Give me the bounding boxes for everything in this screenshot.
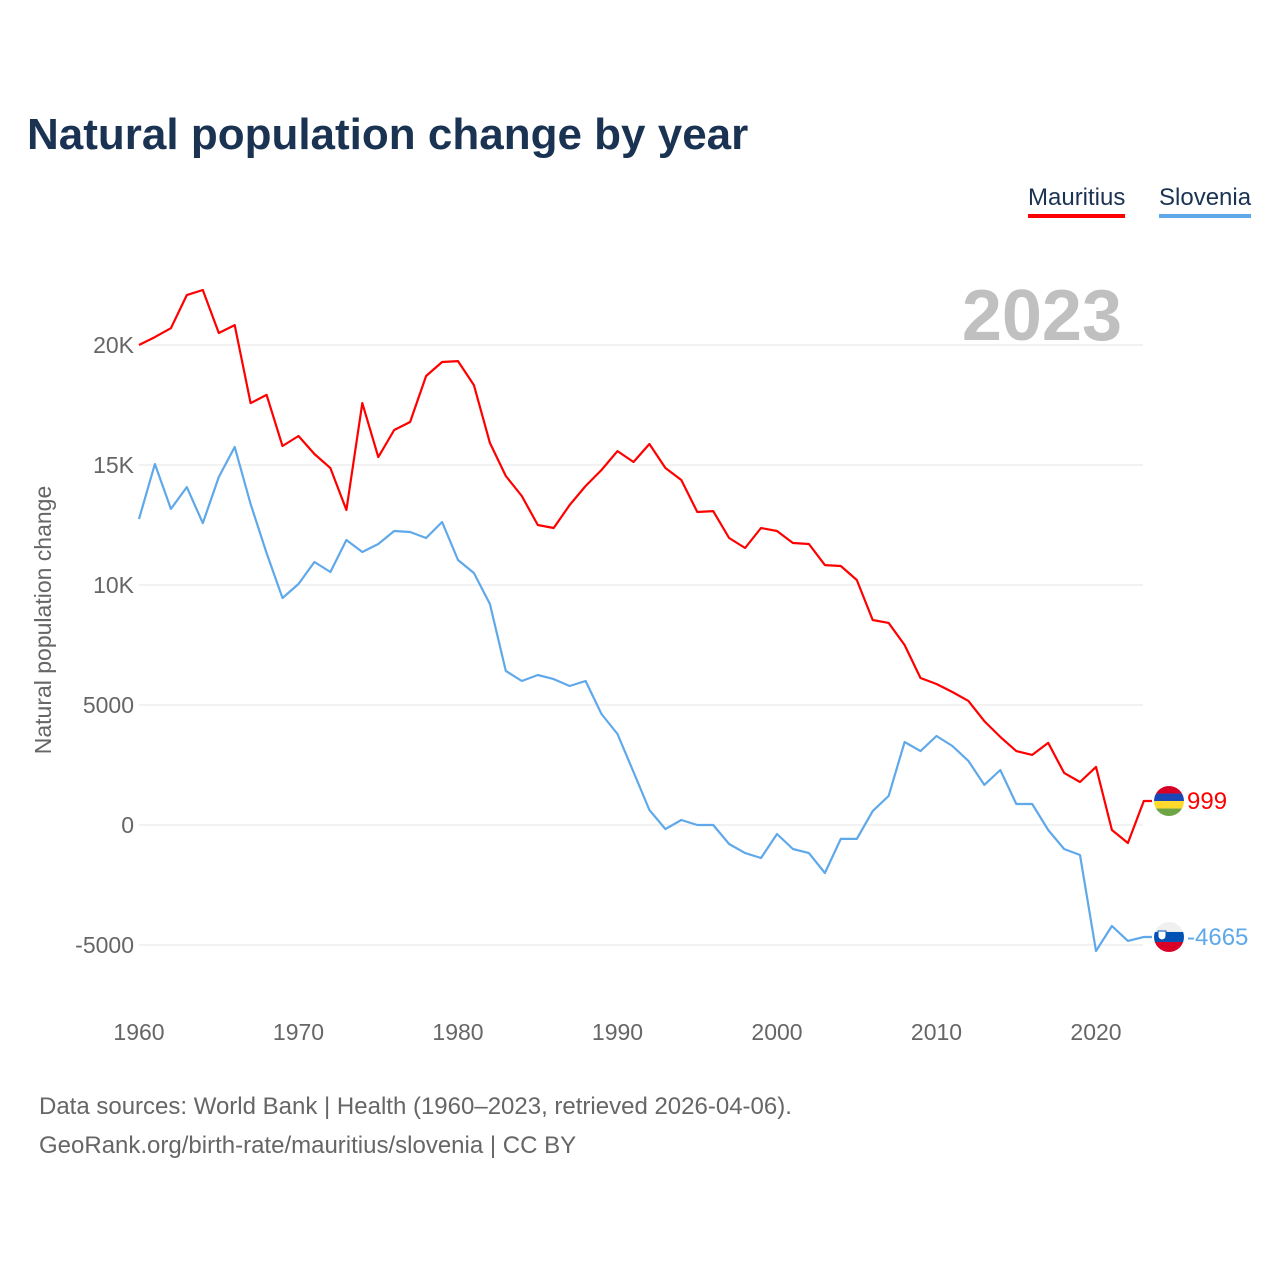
x-tick-label: 2010: [911, 1019, 962, 1045]
end-value-label-slovenia: -4665: [1187, 924, 1248, 951]
y-tick-label: 20K: [93, 332, 135, 358]
end-value-label-mauritius: 999: [1187, 788, 1227, 815]
x-tick-label: 2000: [751, 1019, 802, 1045]
x-tick-label: 1960: [113, 1019, 164, 1045]
legend-slovenia[interactable]: Slovenia: [1159, 184, 1252, 218]
x-tick-label: 1990: [592, 1019, 643, 1045]
year-watermark: 2023: [962, 276, 1122, 356]
chart-title: Natural population change by year: [27, 110, 749, 159]
mauritius-flag-icon: [1154, 786, 1184, 817]
x-tick-label: 2020: [1070, 1019, 1121, 1045]
line-chart: 20K 15K 10K 5000 0 -5000 1960 1970 1980 1990 2000 2…: [30, 276, 1248, 1045]
y-tick-label: 10K: [93, 572, 135, 598]
y-tick-label: 5000: [83, 692, 134, 718]
y-tick-label: 0: [121, 812, 134, 838]
y-axis-label: Natural population change: [30, 486, 56, 755]
x-tick-label: 1980: [432, 1019, 483, 1045]
y-tick-label: -5000: [75, 932, 134, 958]
series-line-slovenia[interactable]: [137, 445, 1152, 953]
y-tick-label: 15K: [93, 452, 135, 478]
legend-mauritius[interactable]: Mauritius: [1028, 184, 1126, 218]
source-line-1: Data sources: World Bank | Health (1960–…: [39, 1093, 792, 1120]
source-note: Data sources: World Bank | Health (1960–…: [39, 1087, 792, 1165]
x-tick-label: 1970: [273, 1019, 324, 1045]
source-line-2[interactable]: GeoRank.org/birth-rate/mauritius/sloveni…: [39, 1132, 577, 1159]
slovenia-flag-icon: [1154, 921, 1184, 952]
series-line-mauritius[interactable]: [138, 288, 1152, 845]
